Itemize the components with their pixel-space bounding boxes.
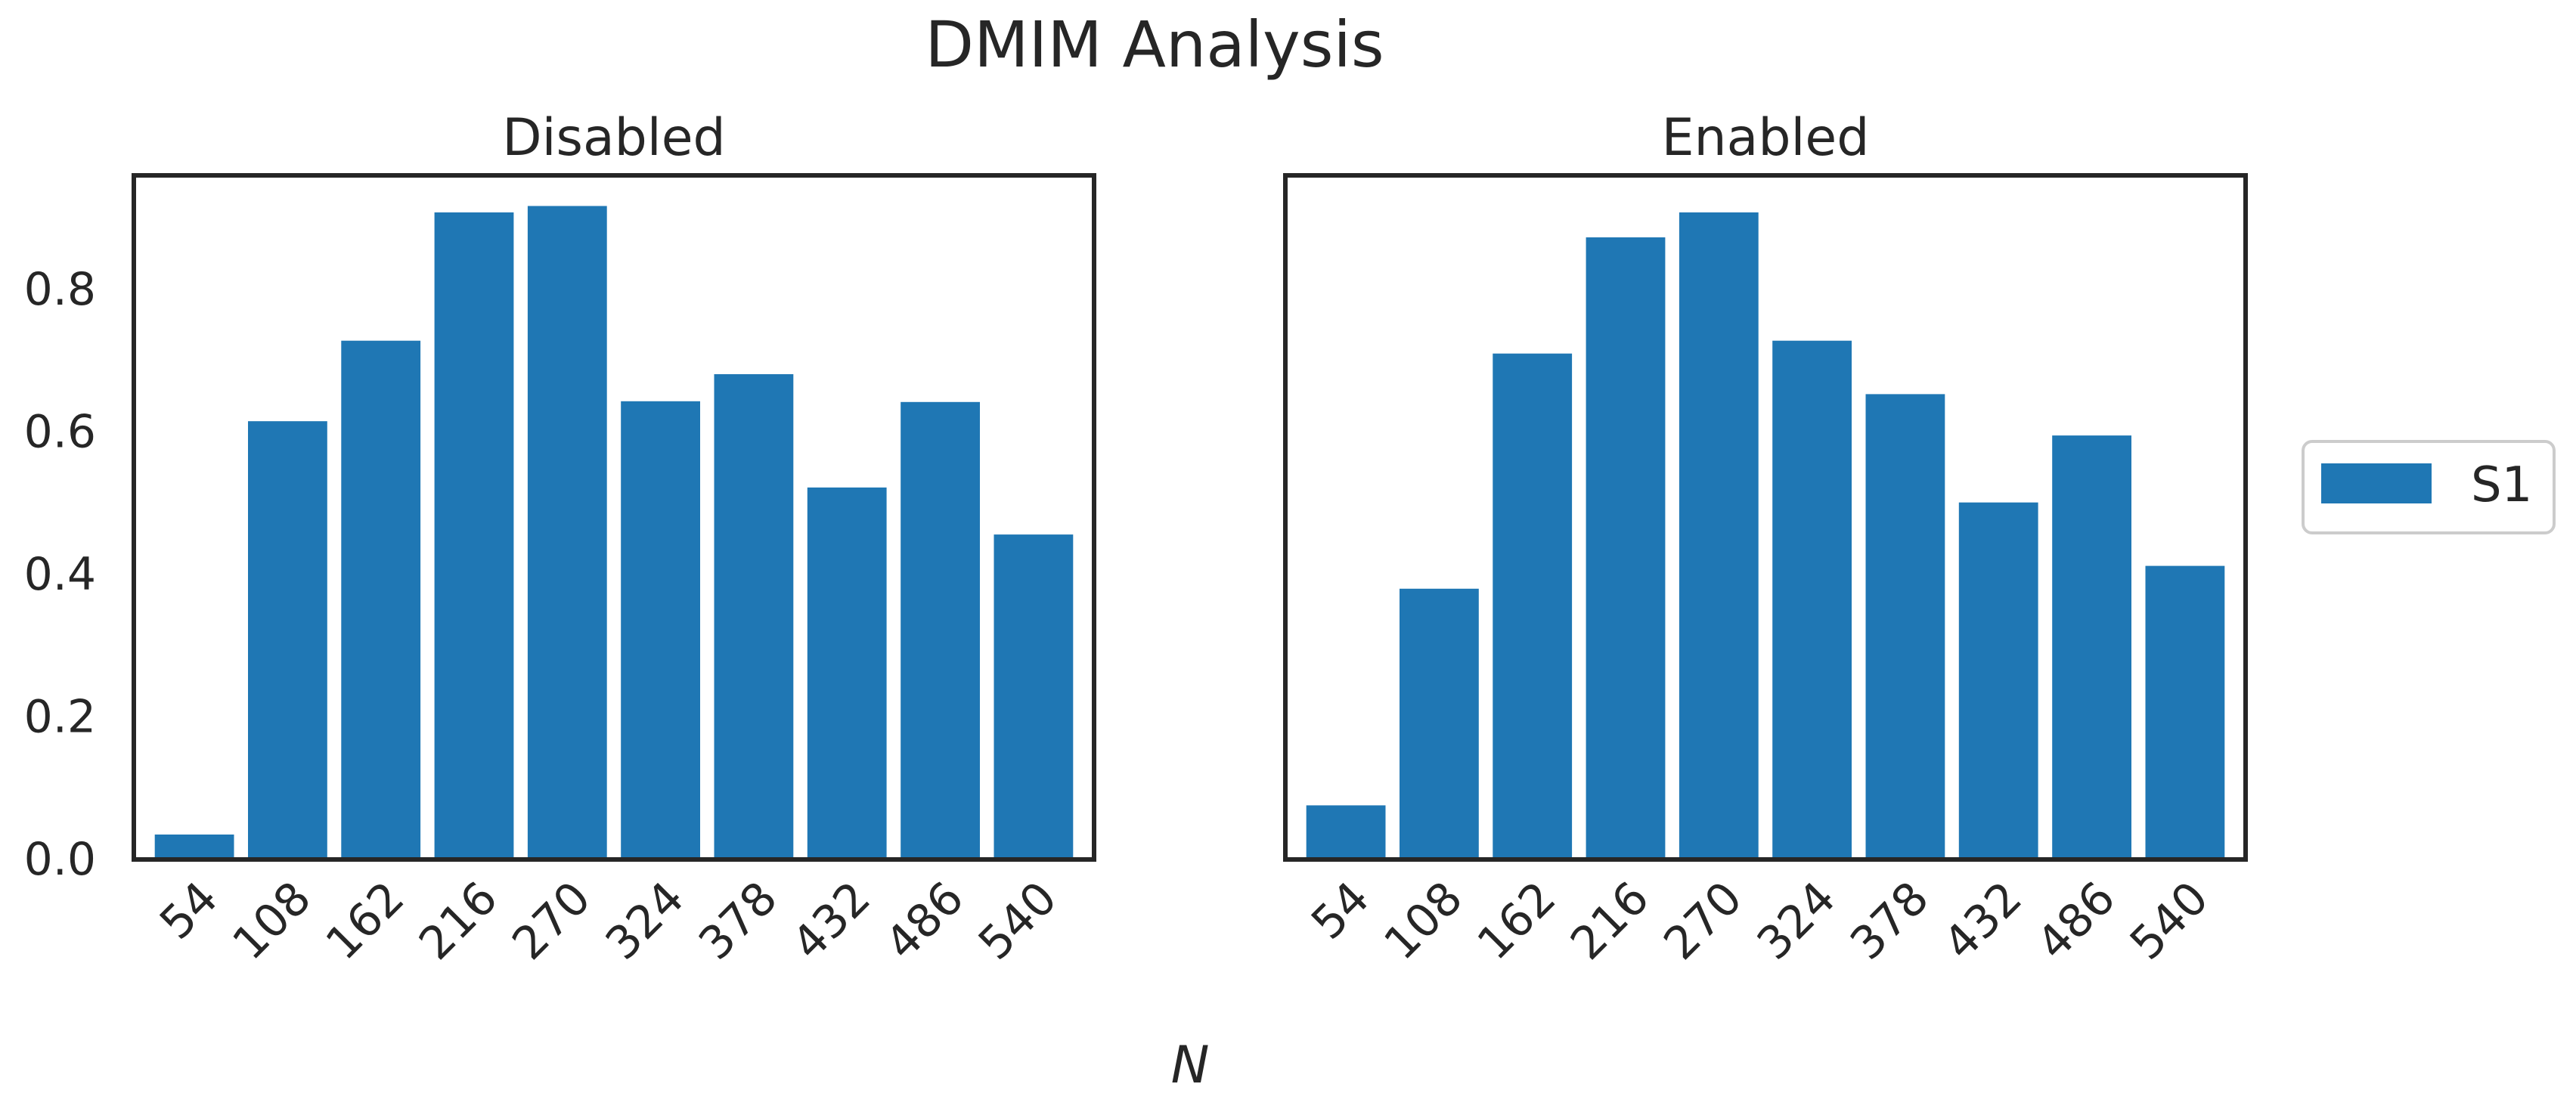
y-tick-label: 0.8 <box>24 263 96 316</box>
x-tick-label: 216 <box>409 872 507 970</box>
chart-title: DMIM Analysis <box>925 8 1384 82</box>
x-tick-label: 432 <box>782 872 880 970</box>
x-tick-label: 162 <box>1468 872 1566 970</box>
bar <box>2052 435 2131 859</box>
x-tick-label: 54 <box>150 872 228 949</box>
x-tick-label: 54 <box>1301 872 1379 949</box>
legend-swatch <box>2321 463 2432 503</box>
x-tick-label: 108 <box>223 872 321 970</box>
bar <box>434 212 514 859</box>
x-axis-label: N <box>1171 1036 1210 1095</box>
x-tick-label: 216 <box>1561 872 1659 970</box>
bar <box>248 421 327 859</box>
x-tick-label: 108 <box>1375 872 1473 970</box>
y-tick-label: 0.0 <box>24 833 96 886</box>
x-tick-label: 486 <box>876 872 974 970</box>
x-tick-label: 540 <box>969 872 1067 970</box>
bar <box>154 835 234 859</box>
y-tick-label: 0.2 <box>24 691 96 744</box>
bar <box>901 401 980 859</box>
bar <box>1679 212 1759 859</box>
x-tick-label: 432 <box>1933 872 2032 970</box>
bar <box>1306 805 1386 859</box>
bar <box>807 487 887 859</box>
x-tick-label: 270 <box>502 872 600 970</box>
bar <box>1772 340 1852 859</box>
panel-title-disabled: Disabled <box>502 108 725 168</box>
x-tick-label: 270 <box>1654 872 1752 970</box>
bar <box>994 534 1074 859</box>
x-tick-label: 324 <box>596 872 694 970</box>
bar <box>1586 237 1666 859</box>
bars-disabled <box>154 206 1074 859</box>
legend-label: S1 <box>2471 457 2532 513</box>
legend: S1 <box>2302 440 2556 534</box>
y-tick-labels: 0.0 0.2 0.4 0.6 0.8 <box>24 263 96 886</box>
x-tick-label: 162 <box>316 872 414 970</box>
plot-frame-enabled <box>1283 173 2248 862</box>
bar <box>1493 353 1573 859</box>
x-tick-label: 486 <box>2027 872 2125 970</box>
x-tick-label: 378 <box>689 872 787 970</box>
bar <box>341 340 421 859</box>
bar <box>1865 394 1945 859</box>
bar <box>714 374 794 859</box>
x-tick-label: 378 <box>1840 872 1939 970</box>
bar <box>621 401 700 859</box>
plot-frame-disabled <box>132 173 1096 862</box>
bar <box>2145 565 2225 859</box>
x-tick-label: 540 <box>2120 872 2218 970</box>
bar <box>1958 502 2038 859</box>
bar <box>527 206 607 859</box>
bar <box>1400 588 1479 859</box>
y-tick-label: 0.4 <box>24 548 96 601</box>
x-tick-label: 324 <box>1747 872 1846 970</box>
bars-enabled <box>1306 212 2225 859</box>
panel-title-enabled: Enabled <box>1662 108 1870 168</box>
y-tick-label: 0.6 <box>24 405 96 458</box>
